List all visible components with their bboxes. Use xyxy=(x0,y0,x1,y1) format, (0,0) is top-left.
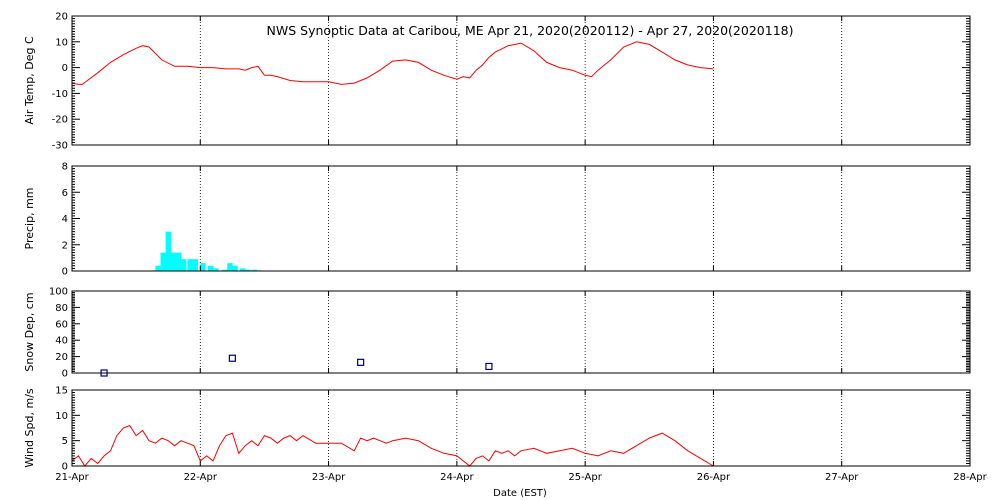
wind-speed-panel-frame xyxy=(71,389,971,467)
air-temp-series-line xyxy=(71,41,714,85)
snow-depth-ytick-label: 0 xyxy=(62,369,68,380)
precip-bar xyxy=(160,252,166,271)
air-temp-ytick-label: -30 xyxy=(52,141,68,152)
precip-bar xyxy=(222,269,228,271)
precip-bar xyxy=(165,231,171,271)
precip-panel-frame xyxy=(71,165,971,272)
precip-bar xyxy=(251,269,257,271)
snow-depth-point xyxy=(357,358,365,366)
wind-speed-series-line xyxy=(71,424,714,467)
chart-title: NWS Synoptic Data at Caribou, ME Apr 21,… xyxy=(267,23,794,38)
air-temp-ytick-label: 10 xyxy=(55,37,68,48)
precip-bar xyxy=(240,268,246,271)
precip-bar xyxy=(200,263,206,271)
snow-depth-panel-frame xyxy=(71,290,971,374)
x-tick-label: 27-Apr xyxy=(825,472,859,483)
precip-ytick-label: 6 xyxy=(62,188,68,199)
x-tick-label: 25-Apr xyxy=(568,472,602,483)
precip-bar xyxy=(232,265,238,271)
wind-speed-ytick-label: 0 xyxy=(62,462,68,473)
snow-depth-ytick-label: 80 xyxy=(55,303,68,314)
x-tick-label: 26-Apr xyxy=(697,472,731,483)
wind-speed-ytick-label: 10 xyxy=(55,411,68,422)
x-tick-label: 24-Apr xyxy=(440,472,474,483)
precip-bar xyxy=(192,259,198,271)
snow-depth-ytick-label: 60 xyxy=(55,319,68,330)
precip-bar xyxy=(181,259,187,271)
precip-bar xyxy=(207,265,214,271)
x-tick-label: 23-Apr xyxy=(312,472,346,483)
precip-bar xyxy=(245,269,251,271)
snow-depth-point xyxy=(485,362,493,371)
precip-ytick-label: 8 xyxy=(62,162,68,173)
x-tick-label: 22-Apr xyxy=(184,472,218,483)
precip-bar xyxy=(213,268,219,271)
precip-ylabel: Precip, mm xyxy=(23,188,36,250)
precip-bar xyxy=(175,252,182,271)
snow-depth-point xyxy=(228,354,236,362)
x-tick-label: 28-Apr xyxy=(953,472,987,483)
wind-speed-ytick-label: 15 xyxy=(55,386,68,397)
air-temp-ytick-label: -20 xyxy=(52,115,68,126)
precip-bar xyxy=(187,259,193,271)
air-temp-ytick-label: 20 xyxy=(55,12,68,23)
snow-depth-ytick-label: 40 xyxy=(55,336,68,347)
precip-bar xyxy=(227,263,233,271)
wind-speed-ytick-label: 5 xyxy=(62,436,68,447)
snow-depth-ytick-label: 20 xyxy=(55,352,68,363)
x-axis-label: Date (EST) xyxy=(493,488,547,499)
precip-bar xyxy=(155,265,161,271)
x-tick-label: 21-Apr xyxy=(55,472,89,483)
precip-ytick-label: 2 xyxy=(62,240,68,251)
wind-speed-ylabel: Wind Spd, m/s xyxy=(23,388,36,468)
precip-bar xyxy=(170,252,177,271)
snow-depth-ytick-label: 100 xyxy=(49,287,68,298)
air-temp-ylabel: Air Temp, Deg C xyxy=(23,36,36,125)
precip-ytick-label: 4 xyxy=(62,214,68,225)
air-temp-ytick-label: -10 xyxy=(52,89,68,100)
snow-depth-ylabel: Snow Dep, cm xyxy=(23,292,36,371)
precip-ytick-label: 0 xyxy=(62,267,68,278)
air-temp-ytick-label: 0 xyxy=(62,63,68,74)
